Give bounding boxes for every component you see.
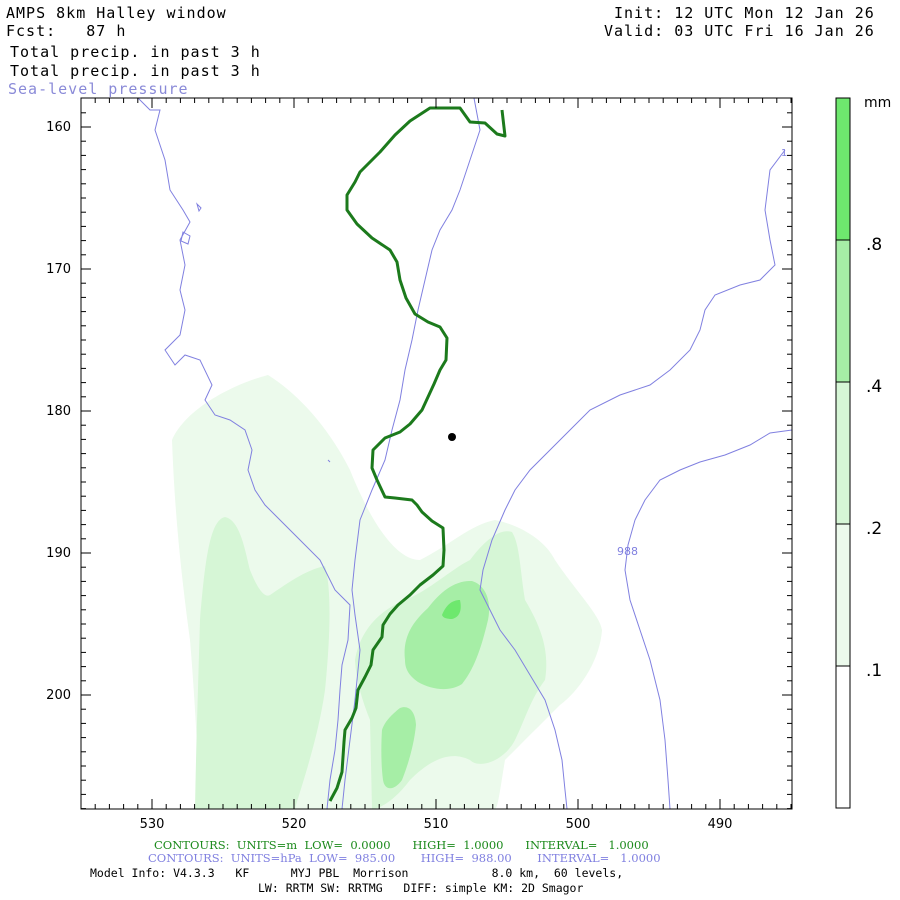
x-tick-label: 530: [140, 817, 165, 832]
isobar-east: [479, 149, 786, 809]
model-info-line-2: LW: RRTM SW: RRTMG DIFF: simple KM: 2D S…: [258, 881, 584, 895]
y-tick-label: 170: [46, 262, 71, 277]
init-time: Init: 12 UTC Mon 12 Jan 26: [614, 4, 875, 22]
colorbar-frame: [835, 97, 851, 809]
station-marker: [448, 433, 456, 441]
x-tick-label: 510: [424, 817, 449, 832]
x-tick-label: 490: [708, 817, 733, 832]
precip-area-mid-west: [195, 517, 330, 809]
init-value: 12 UTC Mon 12 Jan 26: [674, 4, 875, 22]
contours-info-height: CONTOURS: UNITS=m LOW= 0.0000 HIGH= 1.00…: [154, 838, 649, 852]
colorbar-label: .8: [866, 235, 882, 255]
x-tick-label: 520: [282, 817, 307, 832]
contours-info-pressure: CONTOURS: UNITS=hPa LOW= 985.00 HIGH= 98…: [148, 851, 661, 865]
precip-area-strong-south: [381, 707, 416, 789]
precip-area-strong-center: [404, 580, 490, 690]
colorbar-segment: [836, 382, 850, 524]
init-label: Init:: [614, 4, 665, 22]
colorbar-label: .2: [866, 519, 882, 539]
isobar-label-988: 988: [617, 545, 638, 558]
terrain-contour: [328, 106, 507, 802]
colorbar-segment: [836, 240, 850, 382]
model-info-line-1: Model Info: V4.3.3 KF MYJ PBL Morrison 8…: [90, 866, 624, 880]
colorbar-label: .4: [866, 377, 882, 397]
axis-ticks: [80, 98, 792, 810]
forecast-hour: Fcst: 87 h: [6, 22, 126, 40]
isobar-island-1: [180, 231, 191, 245]
isobar-southeast: [624, 429, 792, 809]
field-title-2: Total precip. in past 3 h: [10, 62, 261, 80]
precip-shading: [172, 375, 602, 809]
colorbar: mm .1 .2 .4 .8: [835, 95, 891, 809]
fcst-value: 87 h: [86, 22, 127, 40]
valid-value: 03 UTC Fri 16 Jan 26: [674, 22, 875, 40]
isobar-fragment: [327, 459, 331, 463]
y-axis-labels: 160 170 180 190 200: [46, 120, 71, 703]
colorbar-segment: [836, 524, 850, 666]
precip-area-max: [442, 600, 461, 619]
x-tick-label: 500: [566, 817, 591, 832]
x-axis-labels: 530 520 510 500 490: [140, 817, 733, 832]
y-tick-label: 160: [46, 120, 71, 135]
isobar-west: [137, 98, 351, 809]
valid-time: Valid: 03 UTC Fri 16 Jan 26: [604, 22, 875, 40]
isobar-label-edge: 1: [781, 148, 787, 159]
valid-label: Valid:: [604, 22, 665, 40]
isobars: [137, 98, 792, 809]
y-tick-label: 180: [46, 404, 71, 419]
y-tick-label: 200: [46, 688, 71, 703]
colorbar-label: .1: [866, 661, 882, 681]
y-tick-label: 190: [46, 546, 71, 561]
field-title-3: Sea-level pressure: [8, 80, 189, 98]
fcst-label: Fcst:: [6, 22, 57, 40]
model-title: AMPS 8km Halley window: [6, 4, 227, 22]
colorbar-unit: mm: [864, 95, 891, 111]
field-title-1: Total precip. in past 3 h: [10, 43, 261, 61]
colorbar-segment: [836, 666, 850, 808]
colorbar-segment-top: [836, 98, 850, 240]
isobar-center: [341, 98, 481, 809]
isobar-island-2: [195, 202, 202, 213]
